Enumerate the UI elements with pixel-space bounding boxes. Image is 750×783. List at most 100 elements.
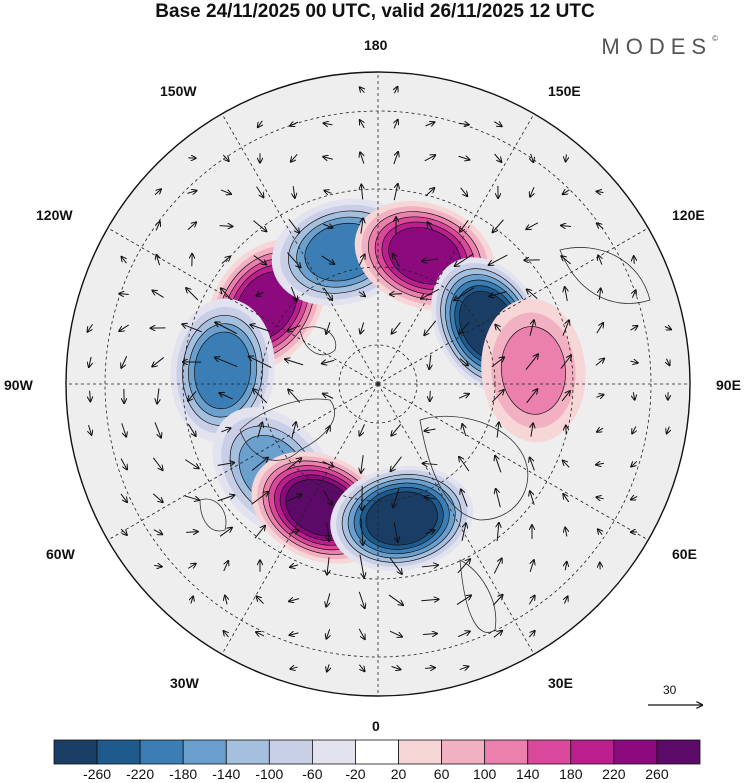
- wind-arrow: [219, 393, 233, 400]
- wind-arrow: [152, 457, 162, 470]
- wind-arrow: [221, 288, 232, 301]
- wind-arrow: [493, 631, 502, 638]
- meridian: [377, 383, 535, 655]
- wind-arrow: [89, 424, 92, 435]
- wind-arrow: [219, 528, 232, 537]
- wind-arrow: [425, 668, 435, 669]
- meridian: [377, 113, 535, 385]
- wind-arrow: [560, 355, 571, 369]
- wind-arrow: [598, 529, 602, 534]
- wind-arrow: [598, 255, 602, 265]
- wind-arrow: [459, 666, 469, 669]
- wind-arrow: [154, 189, 161, 196]
- wind-arrow: [562, 320, 569, 336]
- colorbar-swatch: [527, 739, 572, 765]
- wind-arrow: [290, 122, 299, 126]
- wind-arrow: [565, 287, 568, 302]
- wind-arrow: [595, 359, 604, 366]
- wind-arrow: [120, 528, 127, 535]
- colorbar-swatch: [225, 739, 270, 765]
- wind-arrow: [121, 423, 126, 436]
- lon-label-150e: 150E: [548, 83, 581, 99]
- wind-arrow: [220, 190, 231, 194]
- wind-arrow: [391, 667, 401, 670]
- wind-arrow: [324, 191, 332, 194]
- lon-label-30w: 30W: [170, 675, 199, 691]
- wind-arrow: [251, 458, 268, 471]
- colorbar-tick-label: 60: [433, 766, 450, 782]
- wind-arrow: [187, 191, 196, 194]
- wind-arrow: [565, 562, 566, 571]
- wind-arrow: [530, 187, 534, 196]
- wind-arrow: [596, 395, 603, 398]
- wind-arrow: [358, 255, 364, 266]
- wind-arrow: [154, 565, 162, 566]
- wind-arrow: [287, 252, 300, 268]
- wind-arrow: [425, 530, 435, 533]
- wind-arrow: [496, 489, 501, 508]
- wind-arrow: [361, 185, 362, 200]
- lon-label-90e: 90E: [716, 377, 741, 393]
- wind-arrow: [563, 494, 570, 503]
- wind-arrow: [119, 294, 129, 295]
- wind-arrow: [423, 463, 438, 464]
- wind-arrow: [221, 257, 230, 264]
- wind-arrow: [121, 355, 128, 368]
- colorbar-tick-label: -260: [83, 766, 112, 782]
- wind-arrow: [186, 288, 199, 301]
- wind-arrow: [327, 557, 329, 574]
- wind-arrow: [458, 394, 469, 399]
- wind-arrow: [87, 323, 93, 331]
- wind-arrow: [563, 461, 570, 468]
- wind-arrow: [154, 422, 161, 437]
- wind-arrow: [249, 356, 272, 368]
- colorbar-swatch: [570, 739, 615, 765]
- wind-arrow: [217, 463, 234, 466]
- wind-arrow: [493, 558, 501, 574]
- wind-arrow: [253, 389, 268, 404]
- wind-arrow: [393, 522, 398, 542]
- wind-arrow: [152, 493, 163, 502]
- wind-arrow: [454, 287, 475, 301]
- colorbar-swatch: [53, 739, 98, 765]
- colorbar-tick-label: -180: [169, 766, 198, 782]
- wind-arrow: [564, 596, 567, 604]
- wind-arrow: [358, 628, 365, 639]
- wind-arrow: [389, 557, 402, 574]
- wind-arrow: [217, 495, 235, 502]
- reference-vector-label: 30: [663, 683, 677, 697]
- brand-text: MODES: [601, 34, 713, 59]
- wind-arrow: [358, 591, 364, 608]
- wind-arrow: [327, 664, 329, 671]
- colorbar-tick-label: 20: [390, 766, 407, 782]
- wind-arrow: [321, 255, 335, 264]
- wind-arrow: [459, 123, 468, 125]
- wind-arrow: [254, 526, 265, 539]
- brand-mark: ©: [712, 34, 718, 43]
- wind-arrow: [184, 459, 198, 469]
- wind-arrow: [491, 390, 504, 403]
- wind-arrow: [120, 493, 127, 502]
- wind-arrow: [257, 422, 263, 438]
- wind-arrow: [288, 218, 299, 233]
- lon-label-120w: 120W: [36, 207, 73, 223]
- wind-arrow: [530, 458, 535, 471]
- colorbar-tick-label: 100: [472, 766, 497, 782]
- wind-arrow: [526, 222, 539, 229]
- wind-arrow: [421, 599, 438, 600]
- wind-arrow: [191, 596, 193, 604]
- wind-arrow: [326, 629, 329, 638]
- wind-arrow: [187, 564, 196, 569]
- meridian: [221, 113, 379, 385]
- wind-arrow: [290, 565, 299, 567]
- wind-arrow: [596, 323, 603, 334]
- wind-arrow: [421, 565, 438, 567]
- wind-arrow: [430, 390, 431, 401]
- colorbar-swatch: [96, 739, 141, 765]
- wind-arrow: [497, 523, 499, 542]
- colorbar-swatch: [182, 739, 227, 765]
- meridian: [377, 227, 649, 385]
- wind-arrow: [360, 120, 365, 129]
- wind-arrow: [597, 428, 604, 432]
- wind-arrow: [89, 356, 91, 367]
